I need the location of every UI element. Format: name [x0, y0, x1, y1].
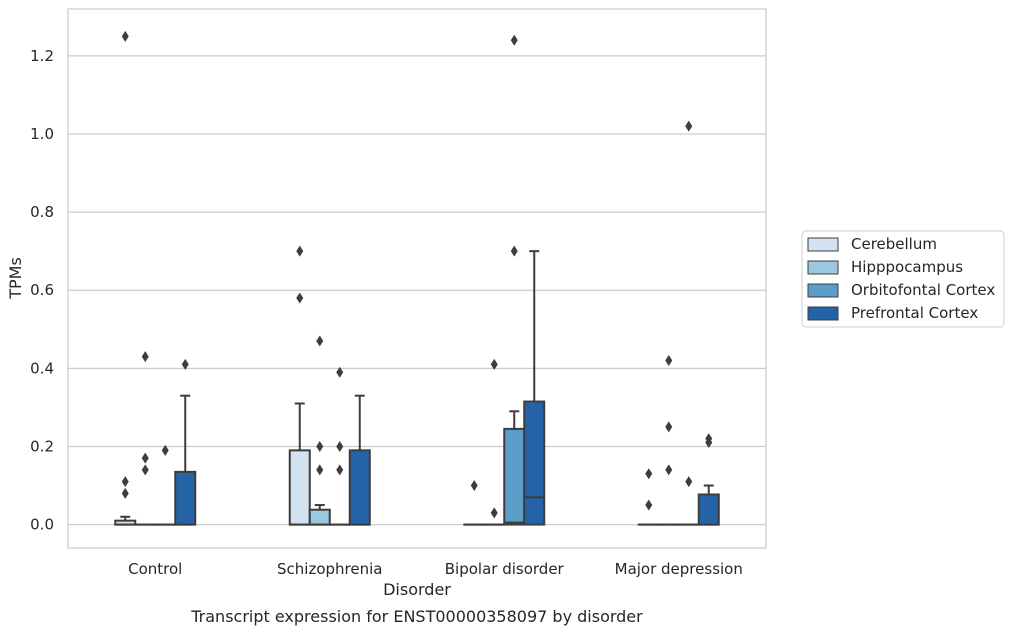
outlier-point: [141, 464, 149, 476]
box-hipppocampus: [483, 358, 506, 526]
outlier-point: [121, 476, 129, 488]
box-iqr: [288, 449, 311, 526]
boxes: [114, 30, 720, 526]
outlier-point: [490, 507, 498, 519]
outlier-point: [181, 358, 189, 370]
outlier-point: [296, 292, 304, 304]
box-hipppocampus: [657, 355, 680, 526]
box-hipppocampus: [308, 335, 331, 526]
legend-label: Prefrontal Cortex: [851, 304, 978, 322]
x-tick-label: Major depression: [615, 560, 743, 578]
outlier-point: [665, 421, 673, 433]
outlier-point: [665, 464, 673, 476]
outlier-point: [161, 444, 169, 456]
box-prefrontal-cortex: [174, 358, 197, 526]
outlier-point: [336, 366, 344, 378]
box-iqr: [523, 400, 546, 526]
y-tick-label: 0.8: [30, 203, 54, 221]
outlier-point: [296, 245, 304, 257]
y-tick-label: 1.2: [30, 47, 54, 65]
y-tick-label: 0.0: [30, 516, 54, 534]
x-axis-title: Disorder: [383, 580, 451, 599]
box-cerebellum: [288, 245, 311, 526]
outlier-point: [490, 358, 498, 370]
box-cerebellum: [463, 480, 486, 526]
x-tick-label: Bipolar disorder: [445, 560, 565, 578]
outlier-point: [645, 499, 653, 511]
legend-label: Orbitofontal Cortex: [851, 281, 995, 299]
y-tick-label: 0.6: [30, 281, 54, 299]
box-prefrontal-cortex: [523, 250, 546, 526]
x-tick-label: Schizophrenia: [277, 560, 382, 578]
plot-area-frame: [67, 8, 767, 549]
outlier-point: [665, 355, 673, 367]
y-tick-label: 0.2: [30, 437, 54, 455]
gridlines: [68, 55, 766, 526]
outlier-point: [141, 351, 149, 363]
x-tick-label: Control: [128, 560, 182, 578]
box-iqr: [503, 427, 526, 526]
legend-frame: [801, 230, 1005, 328]
outlier-point: [336, 464, 344, 476]
outlier-point: [685, 476, 693, 488]
box-hipppocampus: [134, 351, 157, 526]
legend: Cerebellum Hipppocampus Orbitofontal Corte…: [801, 230, 1005, 328]
outlier-point: [141, 452, 149, 464]
box-orbitofontal-cortex: [677, 120, 700, 526]
outlier-point: [121, 30, 129, 42]
y-axis-title: TPMs: [6, 257, 25, 300]
box-cerebellum: [637, 468, 660, 526]
figure-caption: Transcript expression for ENST0000035809…: [190, 607, 643, 626]
legend-swatch: [807, 306, 839, 321]
outlier-point: [316, 440, 324, 452]
box-iqr: [697, 493, 720, 526]
box-iqr: [348, 449, 371, 526]
y-axis-ticks: 0.0 0.2 0.4 0.6 0.8 1.0 1.2: [30, 47, 54, 534]
outlier-point: [705, 437, 713, 449]
box-iqr: [308, 508, 331, 526]
x-axis-ticks: Control Schizophrenia Bipolar disorder Majo…: [128, 560, 743, 578]
outlier-point: [510, 34, 518, 46]
outlier-point: [316, 464, 324, 476]
y-tick-label: 0.4: [30, 359, 54, 377]
box-prefrontal-cortex: [697, 433, 720, 526]
y-tick-label: 1.0: [30, 125, 54, 143]
outlier-point: [121, 487, 129, 499]
outlier-point: [336, 440, 344, 452]
outlier-point: [510, 245, 518, 257]
box-iqr: [174, 470, 197, 526]
outlier-point: [470, 480, 478, 492]
box-cerebellum: [114, 30, 137, 526]
box-prefrontal-cortex: [348, 394, 371, 526]
legend-swatch: [807, 237, 839, 252]
legend-swatch: [807, 283, 839, 298]
outlier-point: [685, 120, 693, 132]
outlier-point: [316, 335, 324, 347]
legend-label: Hipppocampus: [851, 258, 963, 276]
legend-label: Cerebellum: [851, 235, 937, 253]
box-orbitofontal-cortex: [154, 444, 177, 526]
box-orbitofontal-cortex: [503, 34, 526, 526]
legend-swatch: [807, 260, 839, 275]
outlier-point: [645, 468, 653, 480]
box-orbitofontal-cortex: [328, 366, 351, 526]
